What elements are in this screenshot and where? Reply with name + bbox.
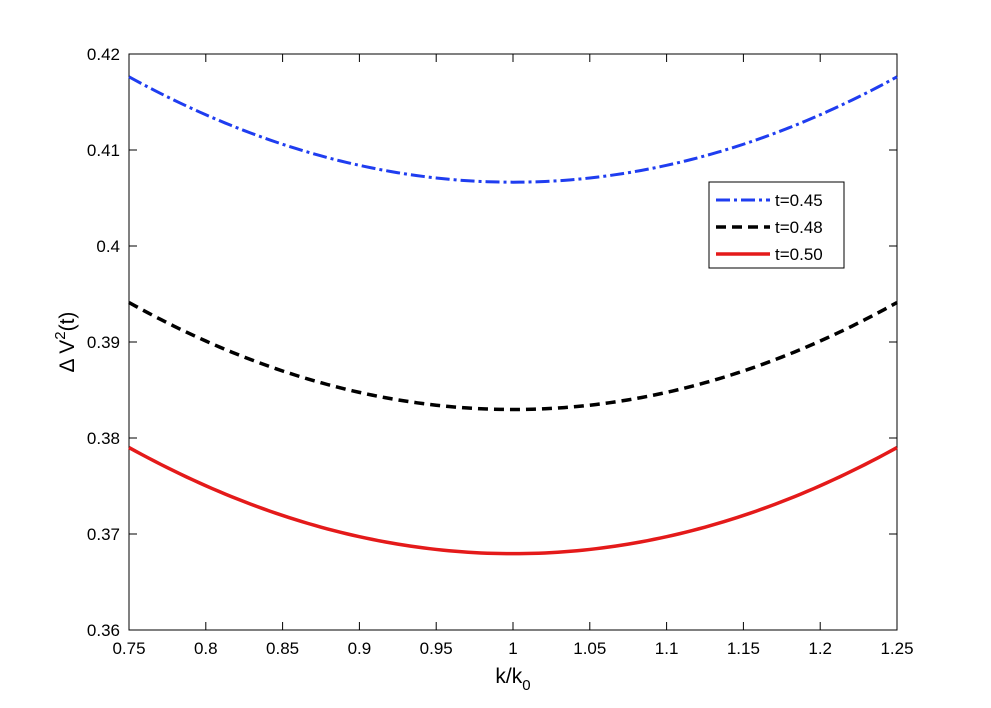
plot-frame [128, 53, 898, 631]
legend: t=0.45 t=0.48 t=0.50 [708, 181, 845, 269]
legend-box [708, 181, 845, 269]
series-lines [128, 75, 898, 556]
y-tick-label: 0.42 [87, 45, 120, 64]
y-tick-label: 0.41 [87, 141, 120, 160]
x-tick-label: 0.8 [194, 639, 218, 658]
y-axis-label-suffix: (t) [56, 312, 79, 332]
legend-label-t048: t=0.48 [775, 218, 823, 237]
x-tick-label: 1 [508, 639, 517, 658]
series-line-t048 [128, 300, 898, 412]
legend-label-t050: t=0.50 [775, 245, 823, 264]
x-tick-label: 0.85 [266, 639, 299, 658]
y-axis-label-superscript: 2 [52, 331, 69, 339]
x-axis-label-subscript: 0 [522, 677, 530, 694]
x-tick-label: 0.95 [420, 639, 453, 658]
y-tick-label: 0.36 [87, 621, 120, 640]
y-tick-label: 0.4 [96, 237, 120, 256]
y-axis-label: Δ V2(t) [52, 312, 79, 373]
x-tick-label: 1.2 [808, 639, 832, 658]
x-tick-label: 1.25 [880, 639, 913, 658]
x-tick-label: 0.75 [112, 639, 145, 658]
series-line-t050 [128, 446, 898, 556]
x-tick-label: 1.15 [727, 639, 760, 658]
x-tick-label: 1.05 [573, 639, 606, 658]
x-tick-label: 0.9 [348, 639, 372, 658]
y-tick-label: 0.39 [87, 333, 120, 352]
x-axis-label: k/k0 [495, 665, 530, 694]
axis-ticks: 0.75 0.8 0.85 0.9 0.95 1 1.05 1.1 1.15 1.2 1.25 0.3… [87, 45, 914, 658]
y-tick-label: 0.38 [87, 429, 120, 448]
legend-label-t045: t=0.45 [775, 191, 823, 210]
series-line-t045 [128, 75, 898, 184]
y-tick-label: 0.37 [87, 525, 120, 544]
x-tick-label: 1.1 [655, 639, 679, 658]
